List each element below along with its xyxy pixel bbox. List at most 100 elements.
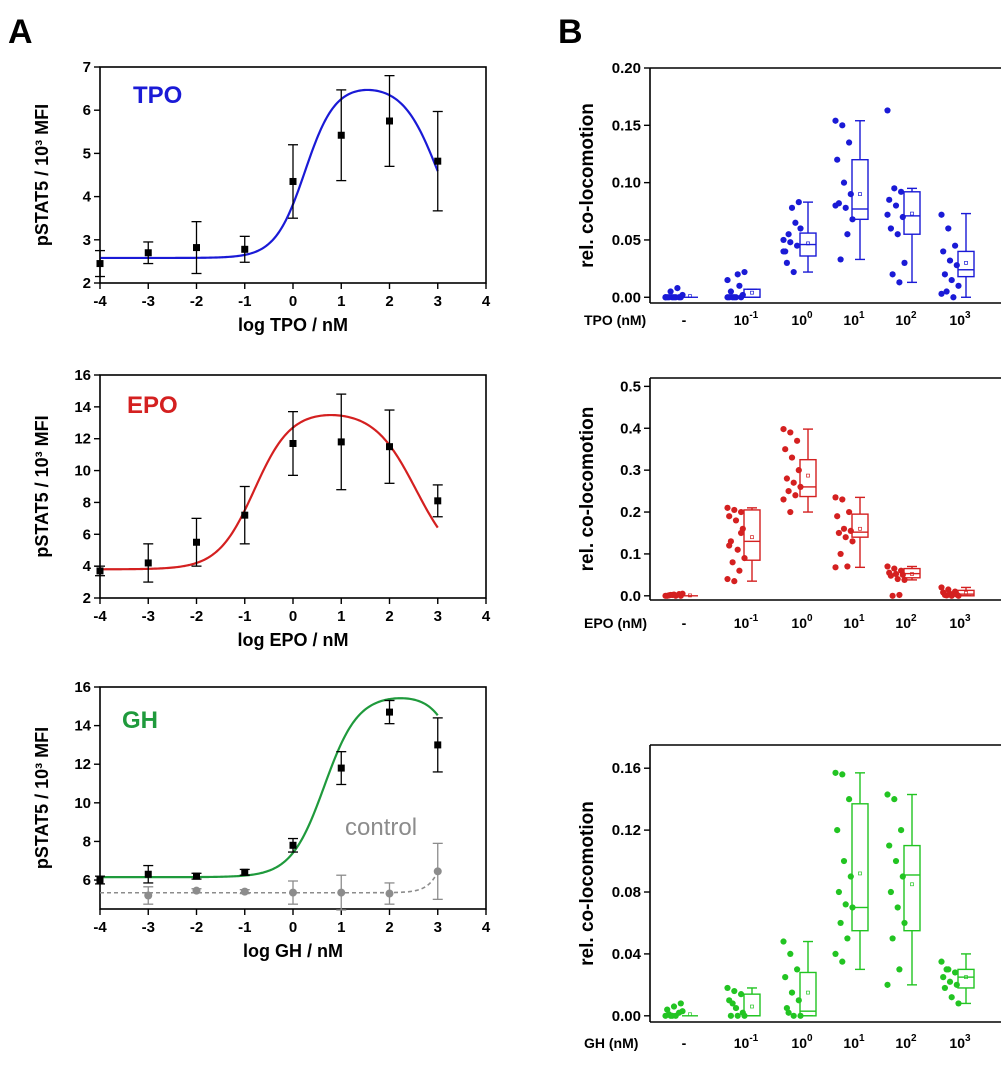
data-point xyxy=(667,591,674,599)
data-point xyxy=(938,211,945,218)
x-tick-label: 3 xyxy=(434,608,442,625)
y-tick-label: 0.12 xyxy=(612,822,641,839)
category-label-base: - xyxy=(682,615,687,631)
data-point xyxy=(729,1000,736,1007)
box-group: 103 xyxy=(938,953,975,1051)
category-label: 101 xyxy=(843,310,865,328)
data-point xyxy=(840,525,848,532)
y-tick-label: 0.4 xyxy=(620,420,642,437)
data-point xyxy=(289,888,297,897)
iqr-box xyxy=(743,509,761,561)
iqr-box xyxy=(743,288,761,298)
mean-marker xyxy=(910,882,914,887)
data-point xyxy=(787,239,794,246)
data-point xyxy=(738,508,745,516)
y-tick-label: 0.5 xyxy=(620,378,641,395)
data-point xyxy=(834,827,841,834)
box-group: 10-1 xyxy=(724,984,761,1051)
x-tick-label: -1 xyxy=(238,608,251,625)
iqr-box xyxy=(851,513,869,538)
data-point xyxy=(941,271,949,278)
data-point xyxy=(732,517,740,524)
box-group: 103 xyxy=(938,211,975,328)
data-point xyxy=(727,288,735,295)
data-point xyxy=(792,492,799,499)
x-tick-label: 2 xyxy=(385,919,393,936)
x-tick-label: 2 xyxy=(385,608,393,625)
category-label-base: 10 xyxy=(734,615,750,631)
fit-curve xyxy=(99,413,439,571)
data-point xyxy=(896,279,903,286)
data-point xyxy=(780,236,787,244)
data-point xyxy=(844,935,851,942)
mean-marker xyxy=(964,261,968,265)
data-point xyxy=(832,564,839,571)
y-tick-label: 2 xyxy=(83,590,91,607)
data-point xyxy=(433,867,442,876)
data-point xyxy=(780,938,787,945)
x-tick-label: 0 xyxy=(289,919,297,936)
x-tick-label: -2 xyxy=(190,919,203,936)
plot-title: EPO xyxy=(127,392,178,419)
mean-marker xyxy=(858,526,862,531)
x-tick-label: 4 xyxy=(482,293,491,310)
category-label: 100 xyxy=(791,310,813,328)
data-point xyxy=(434,741,442,749)
data-point xyxy=(844,563,851,570)
data-point xyxy=(889,592,896,599)
y-tick-label: 0.15 xyxy=(612,117,641,134)
x-tick-label: -1 xyxy=(238,293,251,310)
y-axis-label: pSTAT5 / 10³ MFI xyxy=(32,727,52,869)
category-label-exponent: 0 xyxy=(807,1033,813,1044)
y-tick-label: 0.2 xyxy=(620,504,641,521)
data-point xyxy=(386,117,393,125)
panel-letter-a: A xyxy=(8,13,33,51)
category-label-base: 10 xyxy=(895,1035,911,1051)
data-point xyxy=(790,1012,797,1019)
data-point xyxy=(898,188,905,195)
data-point xyxy=(948,592,955,599)
data-point xyxy=(832,494,839,501)
data-point xyxy=(892,570,900,578)
data-point xyxy=(782,974,789,981)
category-label: 102 xyxy=(895,1033,917,1051)
data-point xyxy=(889,271,896,278)
data-point xyxy=(839,122,846,129)
y-tick-label: 5 xyxy=(83,145,91,162)
data-point xyxy=(945,225,952,232)
category-label-exponent: 0 xyxy=(807,613,813,624)
data-point xyxy=(679,1008,686,1015)
data-point xyxy=(667,1012,674,1019)
data-point xyxy=(667,288,674,295)
category-label: 102 xyxy=(895,613,917,631)
data-point xyxy=(846,508,853,516)
x-tick-label: 2 xyxy=(385,293,393,310)
data-point xyxy=(385,889,394,898)
data-point xyxy=(899,213,906,221)
data-point xyxy=(794,966,801,973)
data-point xyxy=(940,974,947,981)
data-point xyxy=(96,260,104,268)
data-point xyxy=(724,276,731,284)
category-axis-label: GH (nM) xyxy=(584,1035,638,1051)
data-point xyxy=(884,981,891,988)
data-point xyxy=(337,888,346,897)
mean-marker xyxy=(964,591,968,595)
category-label-base: - xyxy=(682,312,687,328)
x-tick-label: -3 xyxy=(142,919,155,936)
iqr-box xyxy=(903,191,921,235)
data-point xyxy=(792,219,799,226)
data-point xyxy=(901,259,908,266)
mean-marker xyxy=(688,294,692,298)
data-point xyxy=(894,904,901,911)
data-point xyxy=(889,935,896,942)
data-point xyxy=(844,231,851,238)
category-label-base: 10 xyxy=(734,312,750,328)
y-tick-label: 0.1 xyxy=(620,546,641,563)
iqr-box xyxy=(799,458,817,498)
data-point xyxy=(840,179,848,186)
y-tick-label: 16 xyxy=(74,679,91,696)
